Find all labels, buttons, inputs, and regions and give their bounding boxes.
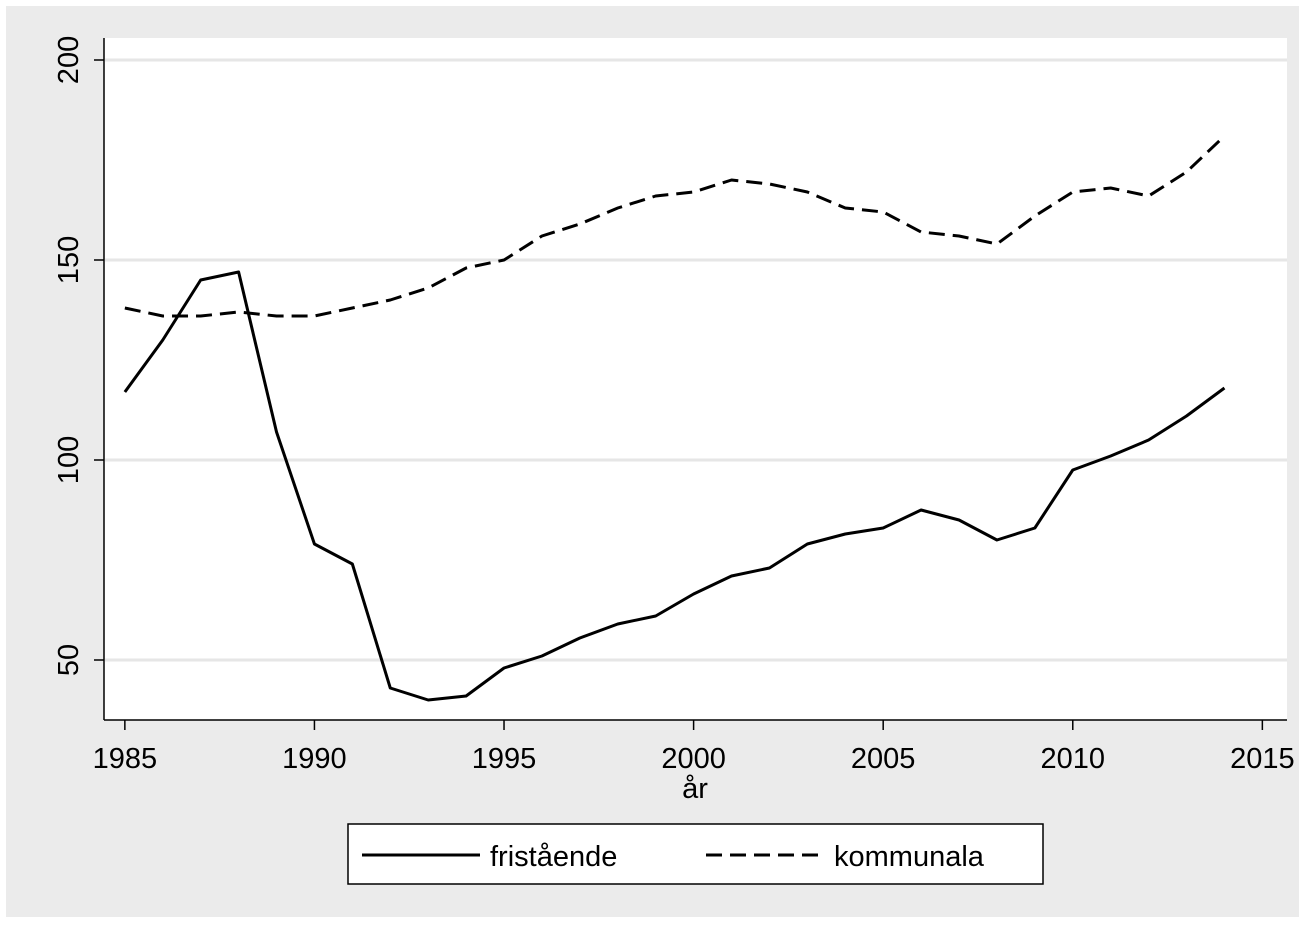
line-series	[123, 270, 1226, 702]
legend-label: fristående	[490, 841, 617, 873]
x-tick-label: 1985	[93, 743, 158, 775]
y-tick-label: 150	[53, 236, 85, 284]
x-tick-label: 2015	[1230, 743, 1295, 775]
plot-area	[104, 38, 1287, 720]
x-axis-label: år	[682, 773, 708, 805]
x-tick-label: 1995	[472, 743, 537, 775]
x-tick-label: 2010	[1041, 743, 1106, 775]
legend-label: kommunala	[834, 841, 985, 873]
y-tick-label: 100	[53, 436, 85, 484]
x-tick-label: 1990	[282, 743, 347, 775]
x-tick-label: 2000	[661, 743, 726, 775]
x-tick-label: 2005	[851, 743, 916, 775]
y-tick-label: 50	[53, 644, 85, 676]
line-series	[124, 134, 1226, 318]
y-tick-label: 200	[53, 36, 85, 84]
